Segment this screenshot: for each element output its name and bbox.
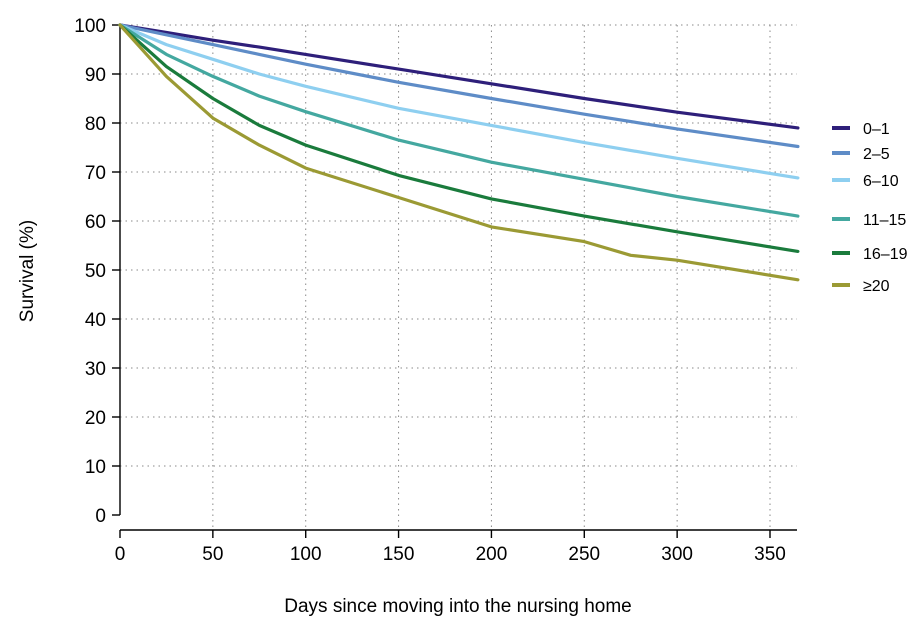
ticks: 0 10 20 30 40 50 60 70 80 90 100 0 50 100 150 200 250 300…	[74, 16, 786, 565]
series-line	[118, 23, 800, 253]
grid	[120, 24, 797, 530]
y-tick-label: 100	[74, 16, 106, 37]
x-tick-label: 50	[202, 544, 223, 565]
legend-label: 6–10	[863, 173, 899, 190]
y-tick-label: 60	[85, 212, 106, 233]
legend-label: 11–15	[863, 212, 906, 229]
y-tick-label: 50	[85, 261, 106, 282]
x-tick-label: 150	[383, 544, 415, 565]
x-axis-title: Days since moving into the nursing home	[284, 596, 631, 617]
series-line	[118, 23, 800, 180]
y-tick-label: 40	[85, 310, 106, 331]
y-tick-label: 30	[85, 359, 106, 380]
y-tick-label: 10	[85, 457, 106, 478]
x-tick-label: 350	[754, 544, 786, 565]
series-line	[118, 23, 800, 130]
series-lines	[118, 23, 800, 282]
legend-label: 16–19	[863, 246, 908, 263]
legend-label: 0–1	[863, 121, 890, 138]
x-tick-label: 100	[290, 544, 322, 565]
y-tick-label: 80	[85, 114, 106, 135]
x-tick-label: 250	[568, 544, 600, 565]
y-tick-label: 20	[85, 408, 106, 429]
y-tick-label: 90	[85, 65, 106, 86]
y-tick-label: 70	[85, 163, 106, 184]
y-tick-label: 0	[95, 506, 106, 527]
y-axis-title: Survival (%)	[17, 220, 38, 322]
legend-label: 2–5	[863, 146, 890, 163]
series-line	[118, 23, 800, 218]
series-line	[118, 23, 800, 282]
x-tick-label: 300	[661, 544, 693, 565]
x-tick-label: 200	[476, 544, 508, 565]
series-line	[118, 23, 800, 149]
x-tick-label: 0	[115, 544, 126, 565]
legend: 0–1 2–5 6–10 11–15 16–19 ≥20	[832, 121, 908, 295]
axes	[119, 25, 797, 531]
legend-label: ≥20	[863, 278, 890, 295]
